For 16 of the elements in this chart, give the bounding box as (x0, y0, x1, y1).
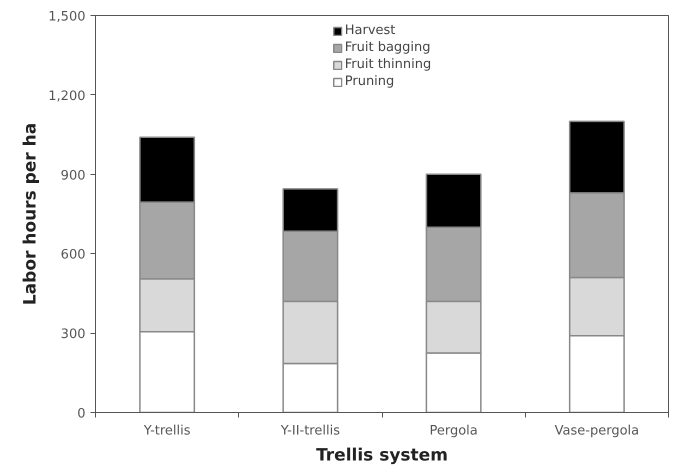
x-tick-label: Y-II-trellis (280, 424, 340, 438)
y-axis-title: Labor hours per ha (20, 122, 40, 306)
x-tick-label: Y-trellis (142, 424, 191, 438)
y-tick-label: 0 (77, 406, 86, 422)
y-tick-label: 600 (60, 248, 86, 263)
x-tick-label: Pergola (429, 424, 478, 438)
legend-label: Harvest (344, 23, 396, 38)
legend-label: Fruit bagging (344, 40, 431, 55)
y-tick-label: 900 (60, 168, 86, 184)
legend-label: Fruit thinning (344, 57, 432, 72)
x-axis-title: Trellis system (316, 446, 448, 466)
legend-label: Pruning (344, 74, 394, 89)
x-tick-label: Vase-pergola (554, 424, 640, 438)
y-tick-label: 1,200 (48, 88, 86, 104)
y-tick-label: 300 (60, 327, 86, 342)
y-tick-label: 1,500 (48, 10, 86, 24)
